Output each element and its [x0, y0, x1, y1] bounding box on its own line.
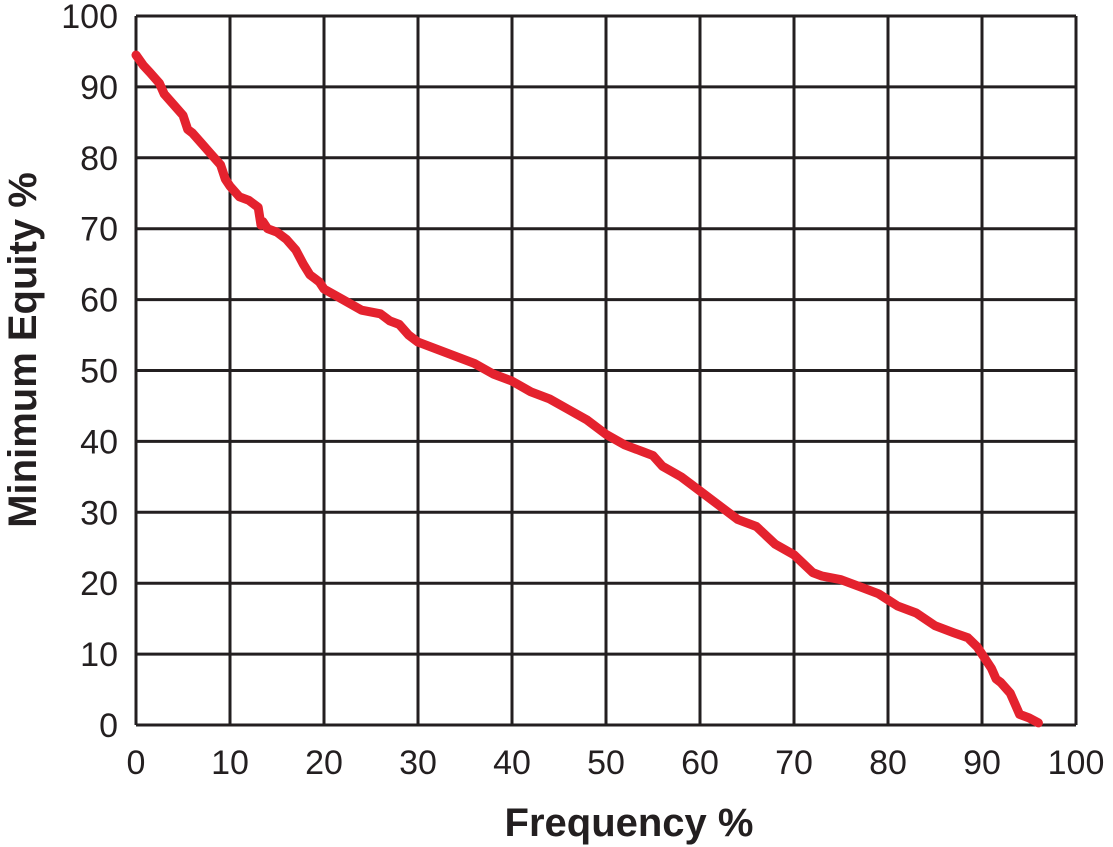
y-tick-label: 0	[99, 707, 118, 745]
y-tick-label: 50	[80, 353, 118, 391]
x-tick-label: 70	[775, 744, 813, 782]
grid	[134, 14, 1078, 727]
y-tick-label: 80	[80, 140, 118, 178]
y-tick-label: 100	[61, 0, 118, 36]
x-tick-label: 40	[493, 744, 531, 782]
series-layer	[131, 50, 1043, 728]
y-tick-label: 70	[80, 211, 118, 249]
y-tick-label: 60	[80, 282, 118, 320]
x-tick-label: 50	[587, 744, 625, 782]
y-tick-label: 30	[80, 494, 118, 532]
x-tick-label: 20	[305, 744, 343, 782]
x-tick-label: 10	[211, 744, 249, 782]
x-tick-label: 60	[681, 744, 719, 782]
series-line	[131, 50, 1043, 728]
x-tick-label: 100	[1048, 744, 1105, 782]
y-tick-label: 90	[80, 69, 118, 107]
x-tick-label: 30	[399, 744, 437, 782]
y-tick-label: 40	[80, 423, 118, 461]
x-tick-label: 0	[127, 744, 146, 782]
y-tick-label: 20	[80, 565, 118, 603]
y-tick-label: 10	[80, 636, 118, 674]
x-tick-label: 80	[869, 744, 907, 782]
tick-labels: 0 10 20 30 40 50 60 70 80 90 100 0 10 20 30 40 50 60 70 80 9…	[61, 0, 1104, 782]
x-tick-label: 90	[963, 744, 1001, 782]
y-axis-title: Minimum Equity %	[1, 172, 45, 528]
x-axis-title: Frequency %	[505, 801, 754, 845]
